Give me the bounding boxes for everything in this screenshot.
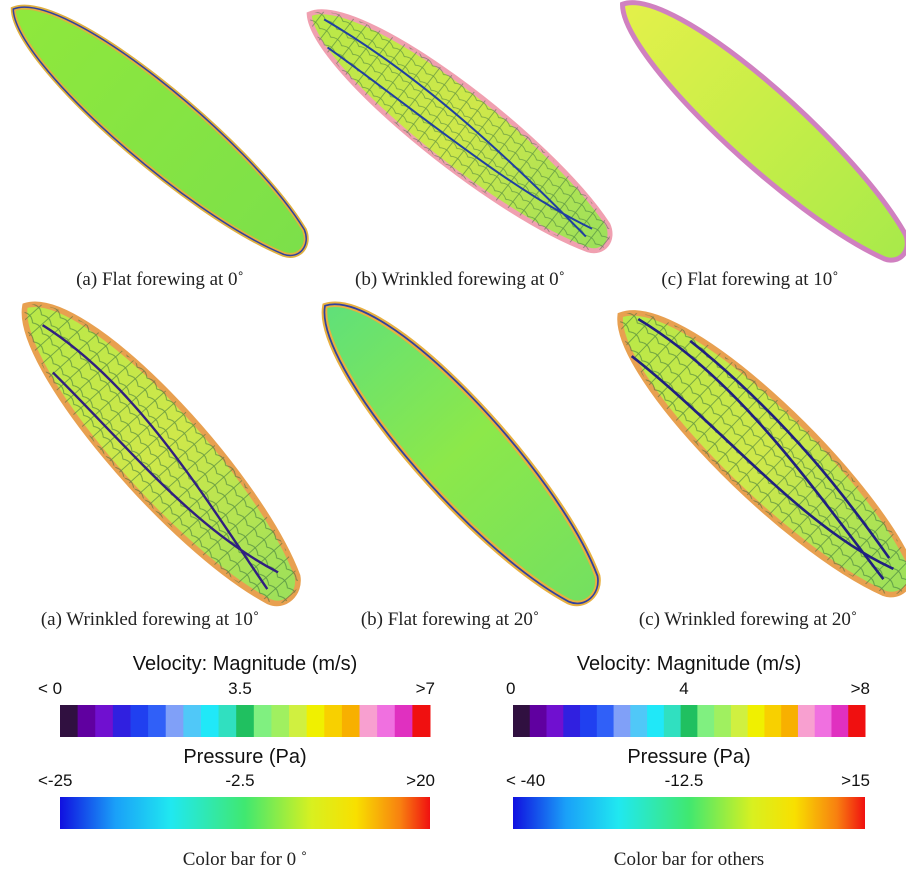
wing-image — [0, 273, 325, 627]
colorbar-segment — [95, 705, 113, 737]
colorbar-label: <-25 — [38, 771, 73, 790]
colorbar-segment — [513, 705, 530, 737]
wing-image — [591, 280, 906, 619]
colorbar — [60, 797, 430, 829]
colorbar-segment — [630, 705, 647, 737]
colorbar-segment — [183, 705, 201, 737]
colorbar-segment — [130, 705, 148, 737]
colorbar-segment — [681, 705, 698, 737]
colorbar-segment — [764, 705, 781, 737]
caption: (a) Flat forewing at 0˚ — [76, 269, 244, 290]
colorbar-label: < -40 — [506, 771, 545, 790]
colorbar-segment — [113, 705, 131, 737]
caption: Color bar for 0 ˚ — [183, 849, 308, 870]
wing-image — [599, 0, 906, 282]
colorbar-segment — [547, 705, 564, 737]
colorbar-label: -12.5 — [665, 771, 704, 790]
colorbar-label: < 0 — [38, 679, 62, 698]
colorbar — [513, 797, 865, 829]
colorbar-segment — [664, 705, 681, 737]
colorbar-segment — [219, 705, 237, 737]
colorbar-segment — [342, 705, 360, 737]
colorbar-segment — [201, 705, 219, 737]
colorbar-segment — [647, 705, 664, 737]
colorbar-segment — [731, 705, 748, 737]
colorbar-label: 0 — [506, 679, 515, 698]
colorbar-segment — [798, 705, 815, 737]
colorbar-segment — [324, 705, 342, 737]
colorbar-segment — [148, 705, 166, 737]
colorbars: Velocity: Magnitude (m/s) < 0 3.5 >7 Pressur… — [38, 653, 870, 870]
colorbar-segment — [60, 705, 78, 737]
colorbar-segment — [412, 705, 430, 737]
colorbar-segment — [614, 705, 631, 737]
colorbar-segment — [563, 705, 580, 737]
caption: (c) Flat forewing at 10˚ — [661, 269, 838, 290]
colorbar-segment — [271, 705, 289, 737]
colorbar-segment — [166, 705, 184, 737]
colorbar-label: >20 — [406, 771, 435, 790]
wing-image — [294, 273, 625, 627]
colorbar-segment — [530, 705, 547, 737]
colorbar-segment — [697, 705, 714, 737]
colorbar-segment — [848, 705, 865, 737]
colorbar-segment — [815, 705, 832, 737]
colorbar-segment — [236, 705, 254, 737]
colorbar-segment — [831, 705, 848, 737]
caption: (b) Flat forewing at 20˚ — [361, 609, 539, 630]
caption: (c) Wrinkled forewing at 20˚ — [639, 609, 857, 630]
colorbar-segment — [307, 705, 325, 737]
colorbar-label: >7 — [416, 679, 435, 698]
caption: Color bar for others — [614, 849, 764, 870]
colorbar-title: Velocity: Magnitude (m/s) — [577, 653, 802, 675]
colorbar-label: -2.5 — [225, 771, 254, 790]
colorbar-segment — [360, 705, 378, 737]
caption: (a) Wrinkled forewing at 10˚ — [41, 609, 259, 630]
colorbar-segment — [580, 705, 597, 737]
caption: (b) Wrinkled forewing at 0˚ — [355, 269, 565, 290]
colorbar-label: 3.5 — [228, 679, 252, 698]
colorbar-title: Pressure (Pa) — [183, 746, 306, 768]
colorbar-segment — [78, 705, 96, 737]
colorbar-segment — [377, 705, 395, 737]
colorbar-segment — [714, 705, 731, 737]
colorbar-title: Pressure (Pa) — [627, 746, 750, 768]
colorbar-segment — [395, 705, 413, 737]
page: {"panels": [ {"caption": "(a) Flat forew… — [0, 0, 906, 874]
wing-image — [288, 0, 631, 273]
colorbar-segment — [289, 705, 307, 737]
figure: (a) Flat forewing at 0˚ (b) Wrinkled for… — [0, 0, 906, 874]
colorbar-segment — [781, 705, 798, 737]
colorbar-label: >15 — [841, 771, 870, 790]
colorbar-label: >8 — [851, 679, 870, 698]
colorbar-segment — [597, 705, 614, 737]
colorbar-title: Velocity: Magnitude (m/s) — [133, 653, 358, 675]
colorbar-segment — [254, 705, 272, 737]
colorbar-label: 4 — [679, 679, 688, 698]
colorbar-segment — [748, 705, 765, 737]
wing-image — [0, 0, 327, 277]
